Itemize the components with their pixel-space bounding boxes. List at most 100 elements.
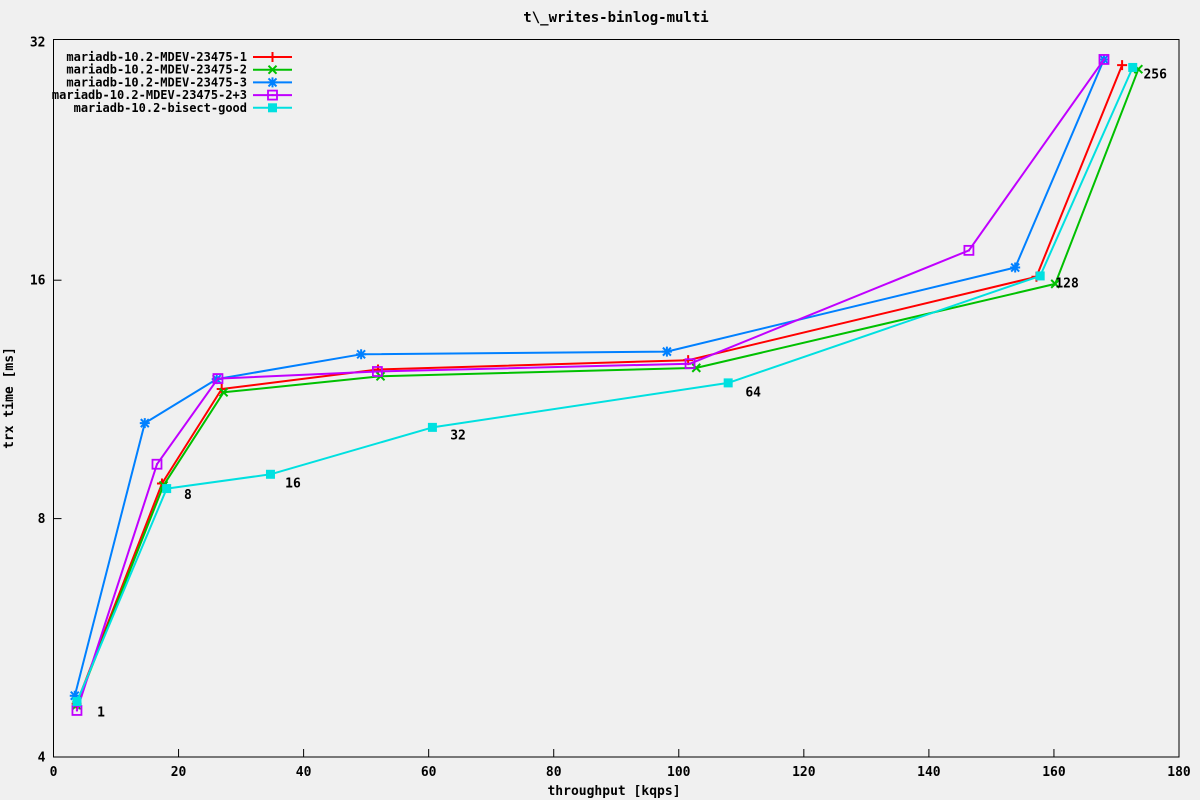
- point-label: 128: [1055, 277, 1079, 292]
- series-open-square: [71, 54, 1110, 716]
- point-label: 32: [450, 429, 466, 444]
- marker-stroke: [1050, 279, 1060, 289]
- marker-dot: [967, 249, 970, 252]
- y-axis-title: trx time [ms]: [2, 347, 17, 449]
- marker-square: [267, 89, 278, 101]
- data-point-marker: [72, 697, 82, 707]
- y-tick-label: 16: [30, 274, 46, 289]
- data-point-marker: [371, 366, 383, 377]
- legend-label: mariadb-10.2-MDEV-23475-1: [66, 50, 247, 64]
- x-tick-label: 80: [546, 765, 562, 780]
- x-tick-label: 40: [296, 765, 312, 780]
- x-tick-label: 120: [792, 765, 816, 780]
- marker-square: [72, 697, 82, 707]
- legend-item: mariadb-10.2-bisect-good: [74, 101, 292, 115]
- point-label: 8: [184, 488, 192, 503]
- x-tick-label: 160: [1042, 765, 1066, 780]
- marker-square: [723, 378, 733, 388]
- legend-item: mariadb-10.2-MDEV-23475-2: [66, 63, 292, 77]
- legend-item: mariadb-10.2-MDEV-23475-3: [66, 75, 292, 89]
- marker-square: [371, 366, 383, 377]
- marker-stroke: [267, 77, 278, 88]
- data-point-marker: [151, 458, 163, 470]
- data-point-marker: [356, 349, 367, 360]
- legend-label: mariadb-10.2-bisect-good: [74, 101, 247, 115]
- legend-item: mariadb-10.2-MDEV-23475-1: [66, 50, 292, 64]
- marker-dot: [1102, 58, 1105, 61]
- series-plus: [71, 60, 1128, 709]
- data-point-marker: [212, 373, 224, 384]
- data-point-marker: [1098, 54, 1110, 65]
- data-point-marker: [265, 469, 275, 479]
- data-point-marker: [1050, 279, 1060, 289]
- marker-stroke: [267, 64, 278, 75]
- x-tick-label: 0: [50, 765, 58, 780]
- data-point-marker: [162, 484, 172, 494]
- y-tick-label: 8: [38, 512, 46, 527]
- data-point-marker: [139, 418, 150, 429]
- marker-square: [162, 484, 172, 494]
- marker-stroke: [356, 349, 366, 359]
- x-tick-label: 20: [171, 765, 187, 780]
- data-point-marker: [691, 363, 701, 373]
- data-point-marker: [267, 77, 278, 88]
- data-point-marker: [963, 244, 975, 256]
- x-tick-label: 180: [1167, 765, 1191, 780]
- marker-stroke: [1117, 60, 1128, 71]
- data-point-marker: [1117, 60, 1128, 71]
- data-point-marker: [684, 358, 696, 370]
- legend: mariadb-10.2-MDEV-23475-1mariadb-10.2-MD…: [52, 50, 292, 115]
- data-point-marker: [427, 422, 437, 432]
- marker-square: [1098, 54, 1110, 65]
- data-point-marker: [218, 387, 229, 397]
- marker-square: [265, 469, 275, 479]
- plot-border: [53, 39, 1180, 758]
- x-tick-label: 100: [667, 765, 691, 780]
- marker-stroke: [140, 418, 150, 428]
- data-point-marker: [267, 52, 278, 62]
- plot-area: 0 20 40 60 80 100 120 140 160 180 4 8 16 32 1 8 16 32 64 12…: [30, 35, 1191, 780]
- point-label: 1: [97, 705, 105, 720]
- marker-square: [684, 358, 696, 370]
- point-label: 16: [285, 477, 301, 492]
- data-point-marker: [267, 64, 278, 75]
- x-tick-label: 60: [421, 765, 437, 780]
- legend-label: mariadb-10.2-MDEV-23475-2: [66, 63, 247, 77]
- marker-dot: [155, 463, 158, 466]
- marker-square: [151, 458, 163, 470]
- data-point-marker: [1128, 62, 1138, 72]
- marker-square: [1035, 271, 1045, 281]
- marker-stroke: [267, 52, 278, 62]
- marker-square: [1128, 62, 1138, 72]
- data-point-marker: [661, 346, 672, 357]
- y-tick-label: 4: [38, 751, 46, 766]
- marker-stroke: [691, 363, 701, 373]
- data-point-marker: [1035, 271, 1045, 281]
- marker-dot: [376, 370, 379, 373]
- point-label: 64: [745, 385, 761, 400]
- y-tick-label: 32: [30, 35, 46, 50]
- marker-square: [212, 373, 224, 384]
- marker-square: [268, 103, 277, 113]
- data-point-marker: [723, 378, 733, 388]
- chart-title: t\_writes-binlog-multi: [523, 10, 708, 26]
- point-label: 256: [1143, 67, 1167, 82]
- legend-label: mariadb-10.2-MDEV-23475-2+3: [52, 88, 247, 102]
- x-axis-title: throughput [kqps]: [547, 784, 680, 799]
- x-tick-label: 140: [917, 765, 941, 780]
- legend-item: mariadb-10.2-MDEV-23475-2+3: [52, 88, 292, 102]
- data-point-marker: [268, 103, 277, 113]
- marker-stroke: [218, 387, 229, 397]
- data-point-marker: [1010, 262, 1021, 273]
- series-filled-square: [72, 62, 1138, 707]
- series-line: [75, 58, 1105, 712]
- data-point-marker: [267, 89, 278, 101]
- marker-stroke: [662, 346, 672, 357]
- marker-dot: [271, 94, 274, 97]
- marker-square: [963, 244, 975, 256]
- marker-dot: [216, 377, 219, 380]
- marker-dot: [75, 709, 78, 712]
